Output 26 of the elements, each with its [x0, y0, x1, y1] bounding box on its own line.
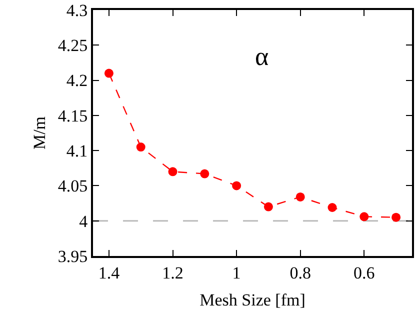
point — [104, 68, 114, 78]
point — [200, 169, 210, 178]
y-tick-label: 4 — [79, 212, 88, 231]
y-tick-label: 4.3 — [66, 0, 88, 20]
y-tick-label: 4.15 — [58, 106, 88, 126]
point — [264, 202, 273, 212]
y-axis-title: M/m — [30, 116, 49, 150]
point — [328, 203, 337, 212]
y-tick-label: 4.05 — [58, 176, 88, 196]
x-tick-label: 1.2 — [162, 263, 184, 282]
point — [392, 212, 401, 222]
annotation: α — [255, 42, 269, 71]
y-tick-label: 4.1 — [66, 142, 88, 161]
point — [136, 142, 146, 152]
y-tick-label: 4.2 — [66, 71, 88, 90]
x-tick-label: 1 — [232, 263, 241, 282]
x-tick-label: 1.4 — [98, 263, 120, 282]
point — [168, 167, 178, 176]
x-tick-label: 0.6 — [354, 263, 375, 282]
point — [360, 212, 369, 222]
y-tick-label: 4.25 — [58, 36, 88, 56]
point — [232, 181, 242, 190]
y-tick-label: 3.95 — [58, 246, 88, 266]
x-tick-label: 0.8 — [290, 263, 311, 282]
x-axis-title: Mesh Size [fm] — [200, 290, 306, 310]
point — [296, 192, 305, 202]
